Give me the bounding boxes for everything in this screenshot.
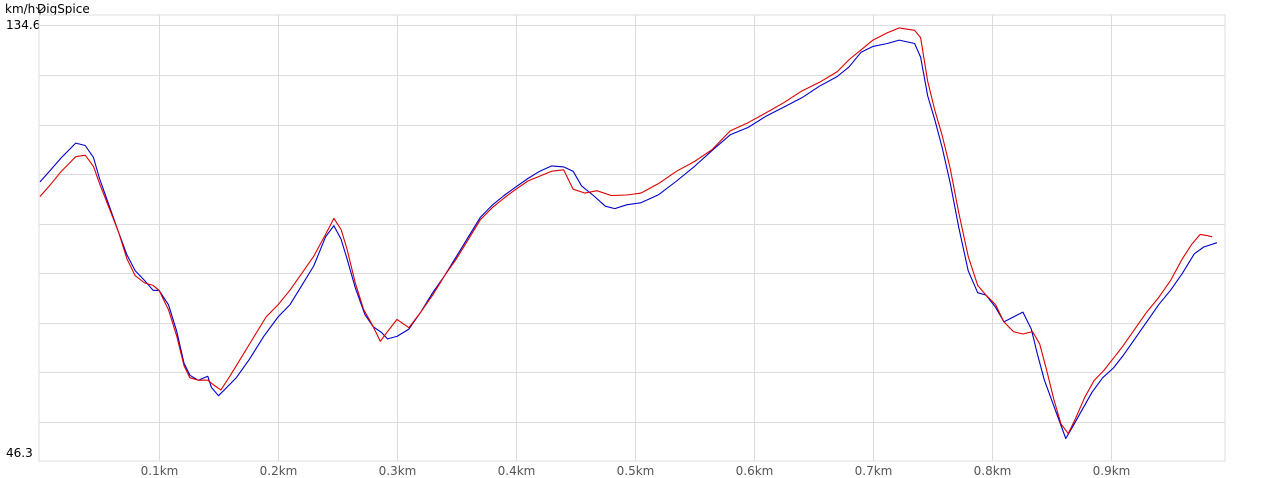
x-tick-label: 0.1km bbox=[141, 464, 179, 478]
x-tick-label: 0.7km bbox=[855, 464, 893, 478]
series-line-blue bbox=[39, 39, 1218, 440]
x-tick-label: 0.3km bbox=[379, 464, 417, 478]
x-tick-label: 0.8km bbox=[974, 464, 1012, 478]
brand-label: DigSpice bbox=[37, 2, 90, 16]
plot-frame bbox=[38, 14, 1226, 462]
grid-layer bbox=[38, 14, 1226, 462]
series-layer bbox=[39, 27, 1218, 440]
digspice-logo-icon bbox=[35, 6, 45, 15]
x-tick-label: 0.4km bbox=[498, 464, 536, 478]
x-tick-label: 0.2km bbox=[260, 464, 298, 478]
y-min-label: 46.3 bbox=[6, 446, 33, 460]
series-line-red bbox=[39, 27, 1213, 435]
x-tick-label: 0.9km bbox=[1093, 464, 1131, 478]
y-unit-label: km/h bbox=[5, 2, 36, 16]
x-axis-ticks: 0.1km 0.2km 0.3km 0.4km 0.5km 0.6km 0.7km 0.8km… bbox=[141, 464, 1131, 478]
x-tick-label: 0.5km bbox=[617, 464, 655, 478]
x-tick-label: 0.6km bbox=[736, 464, 774, 478]
y-max-label: 134.6 bbox=[6, 18, 41, 32]
